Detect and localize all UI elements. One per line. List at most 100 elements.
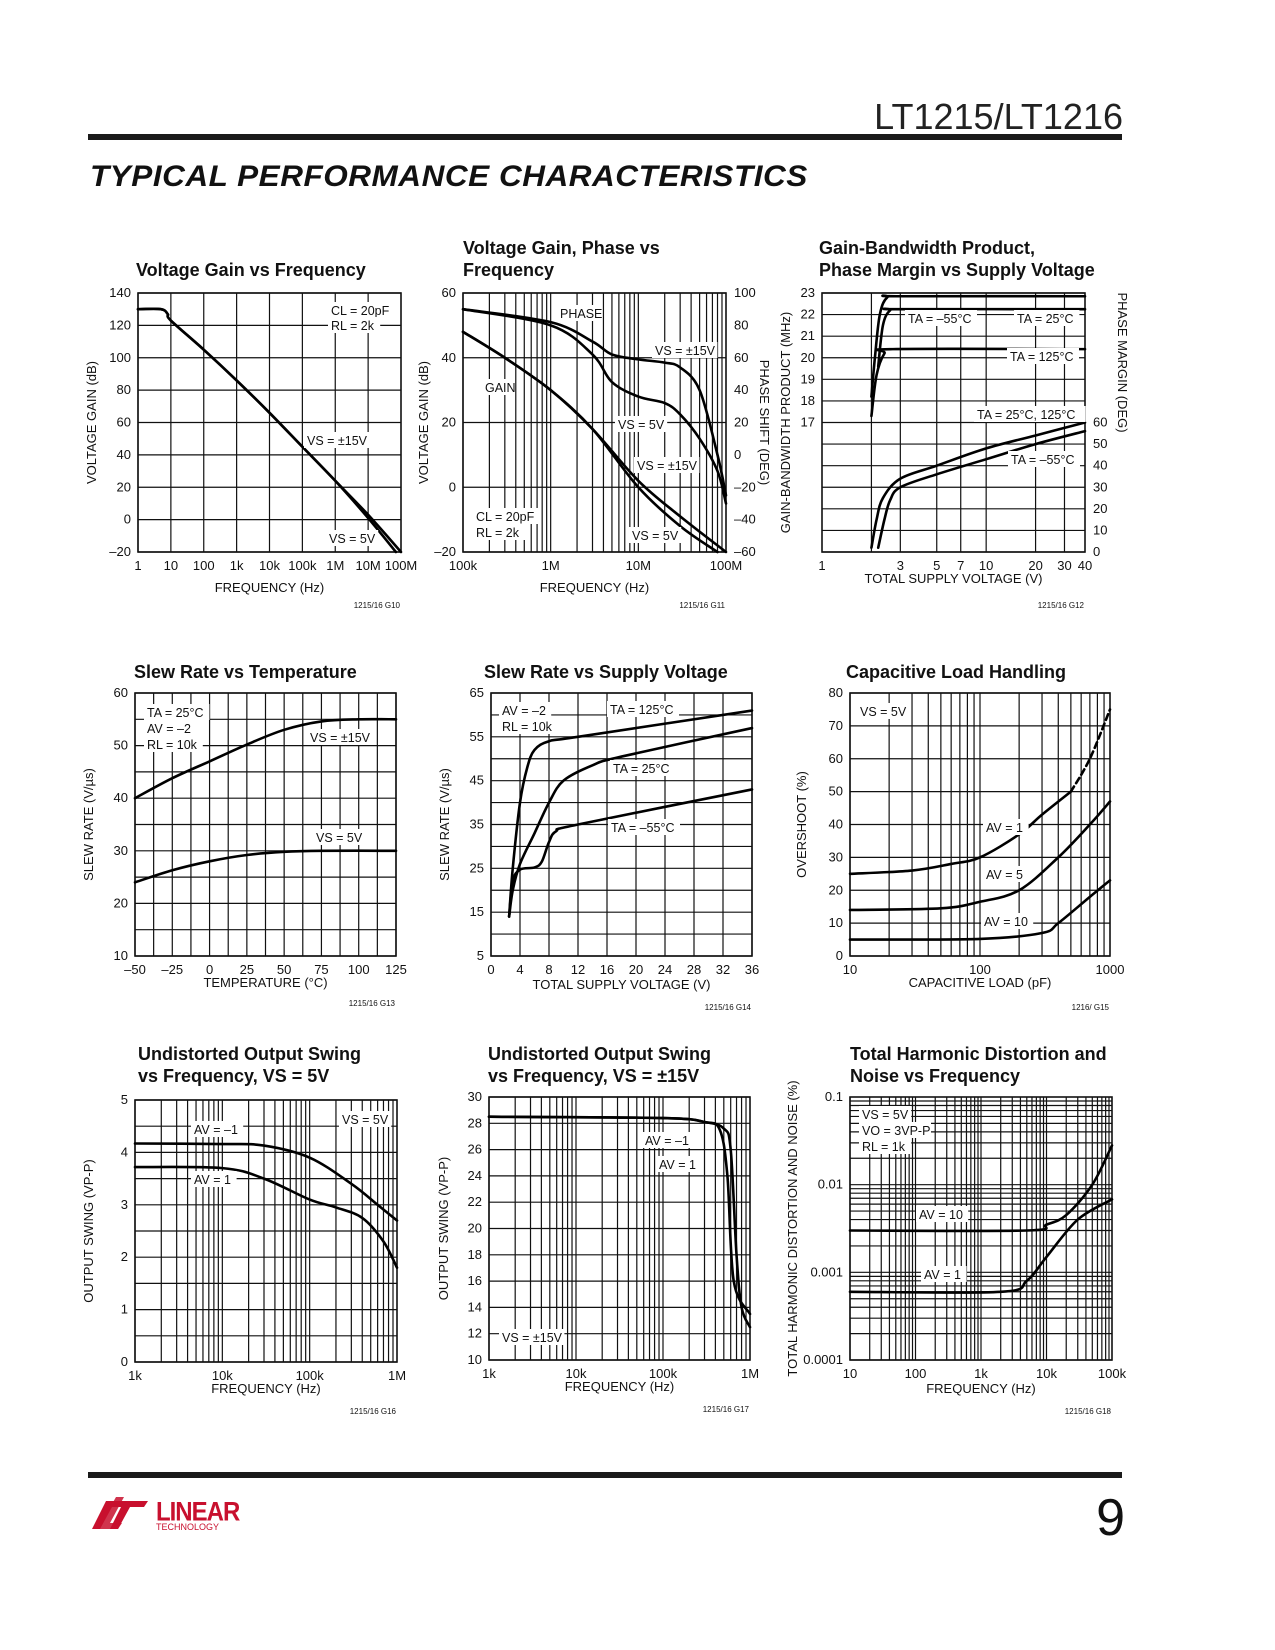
annotation-label: TA = –55°C (908, 312, 971, 326)
series-line-av-1 (487, 1115, 752, 1316)
y-tick-label: 40 (117, 447, 131, 462)
annotation-label: CL = 20pF (331, 304, 390, 318)
linear-technology-logo: LINEAR TECHNOLOGY (88, 1493, 258, 1533)
annotation-background (191, 1171, 237, 1187)
y-tick-label: 70 (829, 718, 843, 733)
svg-text:TECHNOLOGY: TECHNOLOGY (156, 1522, 219, 1532)
y-tick-label: 50 (114, 738, 128, 753)
section-title: Typical Performance Characteristics (90, 160, 808, 193)
figure-code: 1215/16 G14 (705, 1003, 752, 1012)
annotation-label: AV = –2 (147, 722, 191, 736)
annotation-label: TA = 25°C (147, 706, 204, 720)
x-axis-label: FREQUENCY (Hz) (926, 1381, 1036, 1396)
annotation-label: TA = –55°C (611, 821, 674, 835)
annotation-background (307, 729, 373, 745)
y-tick-label: 28 (468, 1115, 482, 1130)
x-axis-label: FREQUENCY (Hz) (540, 580, 650, 595)
chart-title: vs Frequency, VS = 5V (138, 1066, 329, 1086)
series-line-ta-55-c (507, 788, 754, 918)
annotation-label: VS = ±15V (637, 459, 698, 473)
series-line-gain-vs-5v (461, 330, 719, 554)
x-tick-label: 1k (482, 1366, 496, 1381)
series-line-phase-vs-15v (461, 307, 728, 497)
y2-tick-label: 100 (734, 285, 756, 300)
y-tick-label: 65 (470, 685, 484, 700)
series-line-gbw-ta-55-c (870, 294, 1087, 398)
annotation-label: RL = 2k (331, 319, 375, 333)
annotation-background (482, 379, 515, 395)
annotation-label: VS = 5V (342, 1113, 389, 1127)
x-axis-label: TOTAL SUPPLY VOLTAGE (V) (533, 977, 711, 992)
annotation-background (983, 866, 1029, 882)
series-line-av-1 (487, 1115, 752, 1329)
x-axis-label: FREQUENCY (Hz) (565, 1379, 675, 1394)
y-tick-label: 18 (801, 393, 815, 408)
x-tick-label: 10k (259, 558, 280, 573)
x-tick-label: 4 (516, 962, 523, 977)
annotation-label: AV = 5 (986, 868, 1023, 882)
annotation-background (313, 829, 366, 845)
annotation-label: CL = 20pF (476, 510, 535, 524)
y-tick-label: 30 (114, 843, 128, 858)
x-tick-label: 1 (818, 558, 825, 573)
page-number: 9 (1096, 1489, 1125, 1547)
y-tick-label: 10 (114, 948, 128, 963)
y2-tick-label: 80 (734, 317, 748, 332)
y2-tick-label: 0 (734, 447, 741, 462)
x-tick-label: –50 (124, 962, 146, 977)
annotation-background (656, 1156, 702, 1172)
x-tick-label: 20 (629, 962, 643, 977)
y-axis-label: OVERSHOOT (%) (794, 771, 809, 878)
y-tick-label: 30 (829, 849, 843, 864)
y-tick-label: 0 (836, 948, 843, 963)
annotation-label: VS = ±15V (307, 434, 368, 448)
annotation-label: VO = 3VP-P (862, 1124, 930, 1138)
y2-tick-label: 10 (1093, 522, 1107, 537)
y-tick-label: 80 (829, 685, 843, 700)
series-line-av-10 (848, 1144, 1114, 1233)
y2-tick-label: –40 (734, 512, 756, 527)
x-tick-label: 10k (1036, 1366, 1057, 1381)
annotation-label: VS = ±15V (502, 1331, 563, 1345)
y-tick-label: 100 (109, 350, 131, 365)
annotation-background (1008, 451, 1080, 467)
series-line-vs-15v (133, 717, 398, 800)
x-tick-label: 10k (212, 1368, 233, 1383)
annotation-label: TA = 25°C (1017, 312, 1074, 326)
y-tick-label: 1 (121, 1302, 128, 1317)
x-tick-label: 36 (745, 962, 759, 977)
annotation-label: VS = 5V (329, 532, 376, 546)
y2-tick-label: –60 (734, 544, 756, 559)
annotation-background (610, 760, 676, 776)
annotation-label: AV = 1 (659, 1158, 696, 1172)
y2-tick-label: 20 (734, 415, 748, 430)
y-tick-label: 50 (829, 784, 843, 799)
chart-title: Noise vs Frequency (850, 1066, 1020, 1086)
figure-code: 1215/16 G18 (1065, 1407, 1112, 1416)
annotation-background (857, 703, 910, 719)
x-tick-label: 3 (897, 558, 904, 573)
series-line-av-10 (848, 879, 1112, 941)
x-tick-label: 10k (566, 1366, 587, 1381)
y-tick-label: 20 (442, 415, 456, 430)
figure-code: 1215/16 G12 (1038, 601, 1085, 610)
annotation-background (304, 432, 370, 448)
annotation-background (144, 720, 197, 736)
annotation-label: RL = 1k (862, 1140, 906, 1154)
grid (488, 1096, 750, 1361)
y-axis-label: VOLTAGE GAIN (dB) (416, 361, 431, 484)
y-tick-label: 60 (114, 685, 128, 700)
grid (849, 692, 1110, 957)
x-tick-label: 1k (128, 1368, 142, 1383)
y-tick-label: 19 (801, 371, 815, 386)
annotation-background (974, 406, 1086, 422)
x-tick-label: 10 (843, 962, 857, 977)
y-tick-label: 5 (477, 948, 484, 963)
series-line-phase-vs-5v (461, 307, 728, 505)
annotation-background (983, 819, 1029, 835)
x-tick-label: 10 (843, 1366, 857, 1381)
x-tick-label: 100k (296, 1368, 325, 1383)
annotation-background (328, 317, 381, 333)
annotation-label: VS = 5V (316, 831, 363, 845)
